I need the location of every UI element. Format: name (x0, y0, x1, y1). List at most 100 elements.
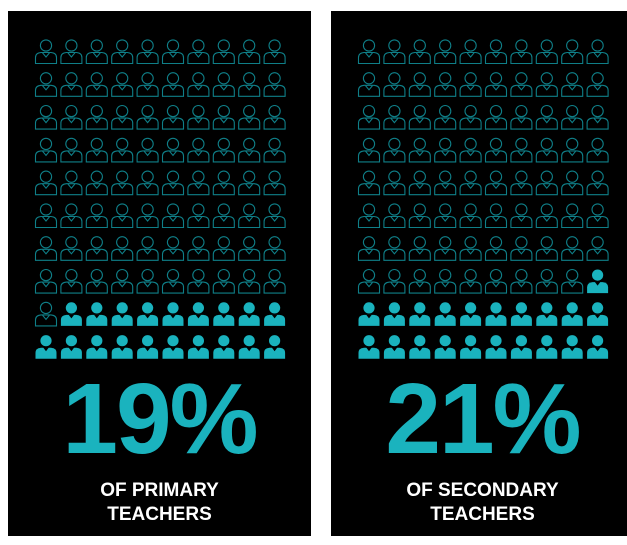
person-icon-outline (60, 170, 83, 196)
person-icon-filled (485, 335, 507, 359)
primary-caption: OF PRIMARY TEACHERS (8, 479, 311, 527)
person-icon-outline (459, 203, 482, 229)
person-icon-outline (383, 39, 406, 65)
person-icon-outline (510, 268, 533, 294)
person-icon-outline (484, 72, 508, 97)
person-icon-outline (238, 170, 261, 196)
person-icon-outline (85, 236, 108, 261)
person-icon-outline (187, 236, 210, 261)
person-icon-outline (408, 268, 431, 294)
person-icon-filled (460, 335, 482, 359)
person-icon-outline (459, 170, 482, 196)
person-icon-outline (263, 137, 286, 163)
person-icon-outline (187, 137, 210, 163)
secondary-percent-label: 21% (385, 363, 581, 475)
person-icon-filled (137, 335, 159, 359)
person-icon-outline (238, 104, 261, 130)
person-icon-outline (383, 268, 406, 294)
person-icon-outline (238, 39, 261, 65)
person-icon-outline (408, 104, 431, 130)
person-icon-outline (212, 104, 235, 130)
person-icon-outline (510, 236, 533, 261)
person-icon-outline (161, 137, 185, 163)
person-icon-outline (586, 170, 609, 196)
person-icon-outline (484, 39, 508, 65)
person-icon-outline (161, 104, 185, 130)
person-icon-filled (238, 335, 260, 359)
person-icon-outline (85, 137, 108, 163)
secondary-caption: OF SECONDARY TEACHERS (331, 479, 627, 527)
person-icon-filled (561, 302, 583, 326)
person-icon-filled (561, 335, 583, 359)
person-icon-outline (111, 104, 134, 130)
secondary-pictogram (357, 39, 609, 359)
person-icon-filled (358, 302, 380, 326)
person-icon-outline (161, 72, 185, 97)
person-icon-outline (136, 72, 159, 97)
person-icon-outline (136, 203, 159, 229)
person-icon-outline (263, 203, 286, 229)
person-icon-outline (510, 72, 533, 97)
person-icon-outline (484, 104, 508, 130)
person-icon-outline (459, 137, 482, 163)
person-icon-outline (459, 39, 482, 65)
person-icon-outline (60, 39, 83, 65)
person-icon-outline (459, 72, 482, 97)
primary-teachers-panel: 19% OF PRIMARY TEACHERS (8, 11, 311, 536)
person-icon-outline (434, 236, 457, 261)
person-icon-outline (510, 104, 533, 130)
person-icon-outline (510, 137, 533, 163)
person-icon-outline (136, 236, 159, 261)
person-icon-outline (187, 39, 210, 65)
person-icon-outline (136, 104, 159, 130)
person-icon-filled (358, 335, 380, 359)
person-icon-outline (34, 137, 58, 163)
person-icon-outline (383, 170, 406, 196)
person-icon-outline (561, 72, 584, 97)
person-icon-outline (357, 39, 381, 65)
person-icon-outline (586, 236, 609, 261)
person-icon-outline (586, 104, 609, 130)
person-icon-outline (85, 104, 108, 130)
person-icon-outline (111, 236, 134, 261)
person-icon-outline (434, 170, 457, 196)
person-icon-outline (459, 236, 482, 261)
person-icon-outline (408, 137, 431, 163)
person-icon-outline (34, 170, 58, 196)
person-icon-outline (238, 268, 261, 294)
person-icon-outline (212, 170, 235, 196)
person-icon-outline (187, 72, 210, 97)
person-icon-filled (213, 302, 235, 326)
person-icon-outline (561, 170, 584, 196)
person-icon-outline (136, 268, 159, 294)
person-icon-outline (357, 72, 381, 97)
person-icon-outline (212, 39, 235, 65)
person-icon-outline (357, 104, 381, 130)
person-icon-outline (434, 268, 457, 294)
primary-pictogram (34, 39, 286, 359)
person-icon-outline (383, 236, 406, 261)
person-icon-outline (535, 203, 558, 229)
person-icon-filled (238, 302, 260, 326)
person-icon-outline (161, 39, 185, 65)
person-icon-outline (263, 170, 286, 196)
person-icon-outline (484, 268, 508, 294)
person-icon-outline (85, 170, 108, 196)
person-icon-outline (383, 137, 406, 163)
person-icon-outline (510, 203, 533, 229)
person-icon-outline (561, 39, 584, 65)
person-icon-filled (60, 302, 82, 326)
person-icon-outline (408, 39, 431, 65)
person-icon-outline (34, 72, 58, 97)
person-icon-outline (187, 170, 210, 196)
person-icon-outline (510, 39, 533, 65)
person-icon-outline (408, 236, 431, 261)
person-icon-outline (111, 268, 134, 294)
person-icon-outline (535, 268, 558, 294)
person-icon-outline (212, 137, 235, 163)
secondary-caption-line-2: TEACHERS (430, 504, 535, 525)
person-icon-filled (264, 335, 286, 359)
person-icon-outline (383, 104, 406, 130)
person-icon-outline (111, 72, 134, 97)
person-icon-outline (136, 137, 159, 163)
